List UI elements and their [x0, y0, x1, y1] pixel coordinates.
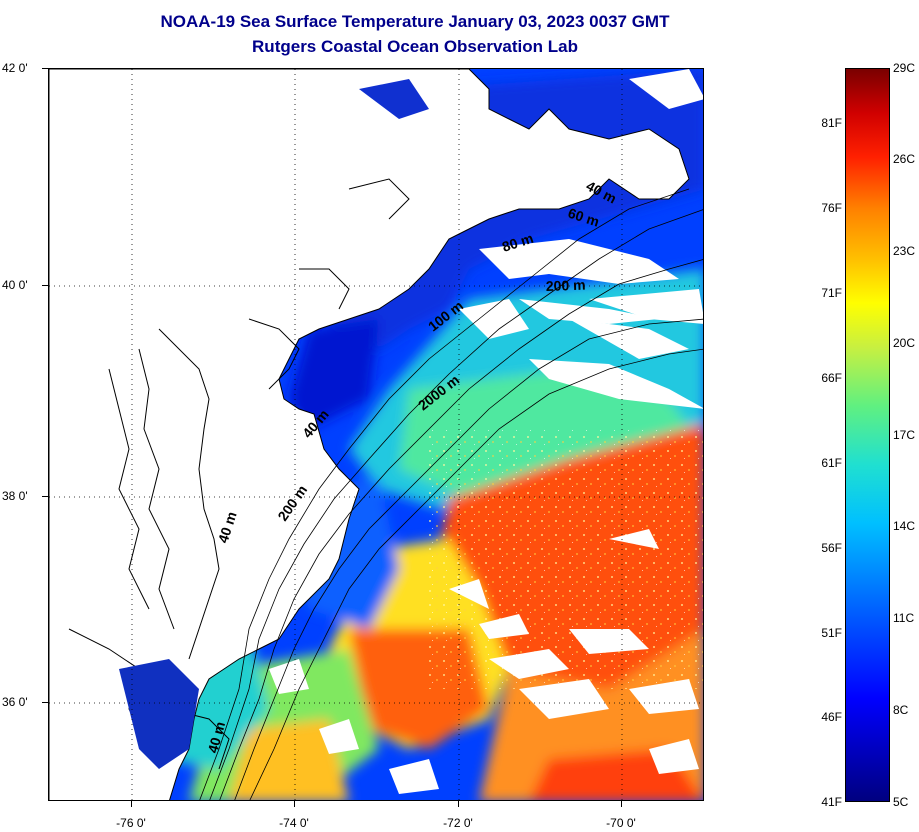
sst-map: 40 m 60 m 80 m 200 m 100 m 2000 m 40 m 2…	[48, 68, 704, 801]
contour-label: 200 m	[546, 277, 586, 294]
colorbar-f-label: 41F	[821, 795, 842, 809]
bathymetry-contours	[199, 188, 703, 800]
colorbar-f-label: 51F	[821, 626, 842, 640]
land-mass	[49, 69, 690, 800]
inland-water	[359, 79, 429, 119]
colorbar-c-label: 5C	[893, 795, 909, 809]
axis-tick	[458, 801, 459, 807]
colorbar-f-label: 66F	[821, 371, 842, 385]
cloud-mask	[269, 69, 703, 794]
map-subtitle: Rutgers Coastal Ocean Observation Lab	[252, 37, 578, 56]
lat-label: 40 0'	[2, 278, 28, 292]
colorbar-c-label: 17C	[893, 428, 916, 442]
map-grid	[49, 69, 703, 800]
lon-label: -70 0'	[606, 816, 636, 830]
colorbar-f-label: 76F	[821, 201, 842, 215]
axis-tick	[131, 801, 132, 807]
axis-tick	[621, 801, 622, 807]
axis-tick	[294, 801, 295, 807]
lon-label: -74 0'	[279, 816, 309, 830]
colorbar-c-label: 14C	[893, 519, 916, 533]
axis-tick	[42, 702, 48, 703]
contour-label: 40 m	[204, 720, 228, 755]
temperature-colorbar	[845, 68, 890, 802]
colorbar-c-label: 20C	[893, 336, 916, 350]
axis-tick	[42, 496, 48, 497]
colorbar-f-label: 56F	[821, 541, 842, 555]
axis-tick	[42, 285, 48, 286]
lat-label: 38 0'	[2, 489, 28, 503]
colorbar-c-label: 11C	[893, 611, 915, 625]
colorbar-c-label: 8C	[893, 703, 909, 717]
colorbar-c-label: 23C	[893, 244, 916, 258]
lat-label: 36 0'	[2, 695, 28, 709]
lon-label: -72 0'	[443, 816, 473, 830]
lon-label: -76 0'	[116, 816, 146, 830]
colorbar-c-label: 29C	[893, 61, 916, 75]
axis-tick	[42, 68, 48, 69]
pamlico-sound	[119, 659, 199, 769]
sst-map-svg: 40 m 60 m 80 m 200 m 100 m 2000 m 40 m 2…	[49, 69, 703, 800]
colorbar-f-label: 61F	[821, 456, 842, 470]
colorbar-f-label: 46F	[821, 710, 842, 724]
colorbar-c-label: 26C	[893, 152, 916, 166]
colorbar-f-label: 81F	[821, 116, 842, 130]
colorbar-f-label: 71F	[821, 286, 842, 300]
map-title: NOAA-19 Sea Surface Temperature January …	[160, 12, 670, 31]
lat-label: 42 0'	[2, 61, 28, 75]
